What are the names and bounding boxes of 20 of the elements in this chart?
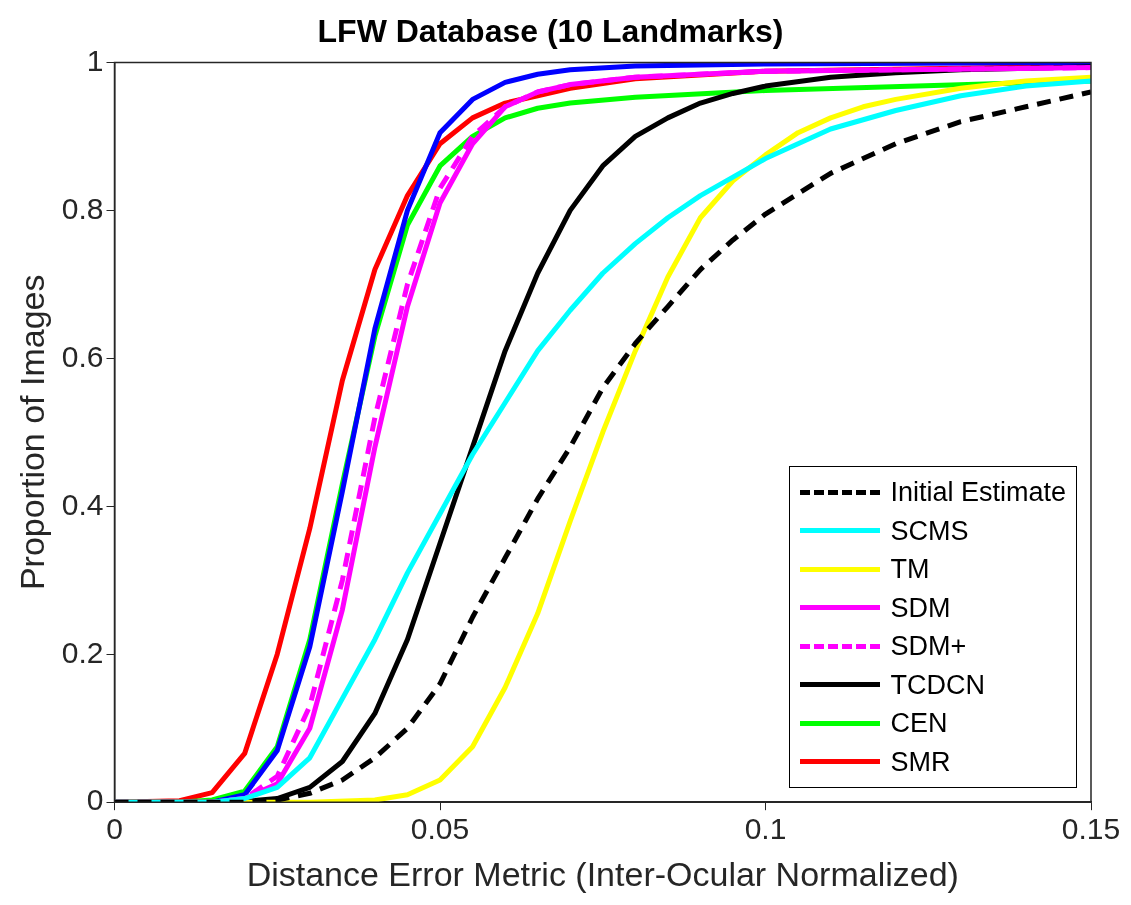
y-tick-label: 0.4 [61,487,104,521]
x-tick-label: 0.05 [410,812,470,846]
legend-label: SMR [890,745,951,779]
legend-label: TCDCN [890,668,985,702]
legend-label: SCMS [890,514,969,548]
x-tick-label: 0.15 [1061,812,1121,846]
legend-label: SDM [890,591,951,625]
x-axis-title: Distance Error Metric (Inter-Ocular Normalized) [246,854,959,893]
y-tick-label: 1 [86,43,104,77]
y-tick-label: 0.8 [61,191,104,225]
legend-label: Initial Estimate [890,476,1066,510]
legend-label: CEN [890,707,948,741]
y-tick-label: 0.2 [61,635,104,669]
chart-title: LFW Database (10 Landmarks) [317,13,784,50]
y-tick-label: 0 [86,783,104,817]
x-tick-label: 0.1 [744,812,787,846]
y-axis-title: Proportion of Images [12,274,51,591]
legend-label: TM [890,553,930,587]
y-tick-label: 0.6 [61,339,104,373]
legend-label: SDM+ [890,630,967,664]
